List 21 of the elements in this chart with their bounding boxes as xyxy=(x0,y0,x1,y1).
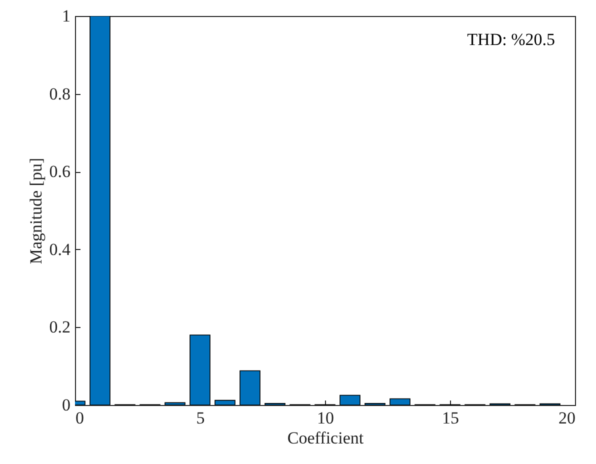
annotation: THD: %20.5 xyxy=(467,30,555,49)
y-tick-label: 0 xyxy=(62,396,70,414)
y-axis-title: Magnitude [pu] xyxy=(26,158,46,264)
bar xyxy=(240,370,260,405)
x-tick-label: 5 xyxy=(196,408,205,428)
x-tick-label: 20 xyxy=(558,408,576,428)
y-tick-label: 1 xyxy=(62,6,70,26)
bar xyxy=(214,400,236,405)
bar xyxy=(190,334,210,405)
x-tick-label: 10 xyxy=(317,408,334,428)
bar xyxy=(390,398,410,405)
bar xyxy=(164,402,186,405)
y-tick-label: 0.2 xyxy=(49,318,70,337)
x-tick-label: 15 xyxy=(442,408,459,428)
y-tick-label: 0.8 xyxy=(49,84,70,104)
y-tick-label: 0.6 xyxy=(49,162,70,182)
x-axis-title: Coefficient xyxy=(287,428,364,448)
x-tick-label: 0 xyxy=(76,408,84,428)
bar xyxy=(90,16,110,405)
bar xyxy=(340,394,360,405)
y-tick-label: 0.4 xyxy=(49,240,71,259)
